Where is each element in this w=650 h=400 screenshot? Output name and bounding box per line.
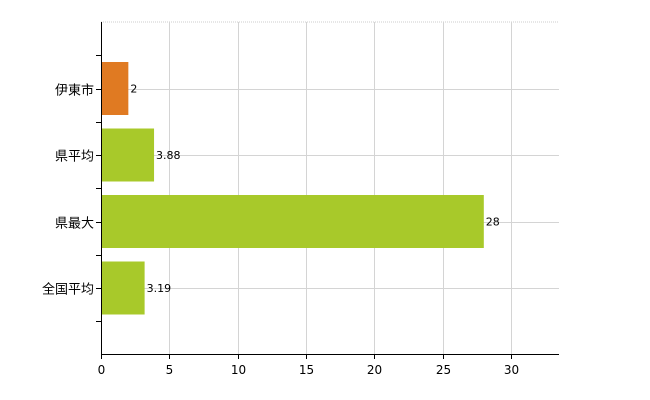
data-label: 3.88 [156, 149, 181, 162]
x-tick-label: 15 [299, 363, 314, 377]
bar [102, 195, 484, 248]
bar [102, 261, 145, 315]
data-label: 2 [130, 83, 137, 96]
x-tick-label: 5 [166, 363, 174, 377]
x-tick-label: 30 [504, 363, 519, 377]
gridlines [101, 21, 559, 354]
category-label: 県最大 [55, 217, 94, 232]
bars [102, 62, 484, 315]
bar [102, 128, 155, 182]
bar [102, 62, 129, 115]
data-label: 3.19 [147, 282, 172, 295]
x-tick-label: 10 [231, 363, 246, 377]
x-tick-label: 0 [98, 363, 106, 377]
category-label: 県平均 [55, 150, 94, 165]
axes [96, 22, 559, 359]
category-label: 伊東市 [55, 83, 94, 99]
x-tick-label: 20 [367, 363, 382, 377]
category-label: 全国平均 [42, 282, 94, 298]
data-label: 28 [486, 216, 500, 229]
x-tick-label: 25 [436, 363, 451, 377]
